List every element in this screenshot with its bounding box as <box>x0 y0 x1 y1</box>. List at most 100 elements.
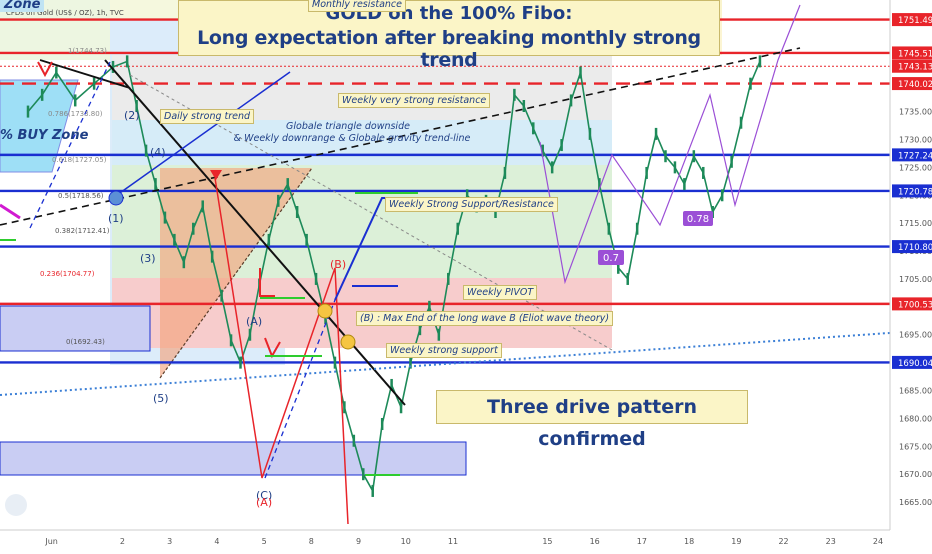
black-short-diagonal <box>39 59 131 89</box>
time-tick-label: Jun <box>44 537 58 546</box>
three-drive-label: Three drive pattern confirmed <box>436 390 748 450</box>
price-tick-label: 1735.00 <box>899 108 932 117</box>
note-weekly-downrange: & Weekly downrange & Globale gravity tre… <box>233 133 471 144</box>
blue-dashed-line-left <box>29 61 111 229</box>
price-level-badge <box>892 77 932 91</box>
price-level-badge <box>892 13 932 27</box>
fib-label-3: 0.618(1727.05) <box>52 156 107 164</box>
price-tick-label: 1670.00 <box>899 470 932 479</box>
time-tick-label: 9 <box>356 537 361 546</box>
price-level-badge <box>892 184 932 198</box>
note-max-end-wave-b: (B) : Max End of the long wave B (Eliot … <box>356 311 614 326</box>
wave-label-1: (1) <box>108 212 124 225</box>
time-tick-label: 8 <box>309 537 314 546</box>
blue-up-channel <box>109 71 291 201</box>
price-level-label: 1700.53 <box>898 300 932 310</box>
blue-zone-mid-left <box>0 305 151 352</box>
time-axis-background <box>0 530 932 550</box>
black-downtrend-line <box>104 59 406 406</box>
time-tick-label: 17 <box>637 537 647 546</box>
price-level-badge <box>892 59 932 73</box>
time-tick-label: 2 <box>120 537 125 546</box>
wave-label-a: (A) <box>246 315 262 328</box>
price-level-label: 1745.51 <box>898 49 932 59</box>
note-weekly-very-strong-resistance: Weekly very strong resistance <box>338 93 491 108</box>
blue-dotted-gravity-line <box>0 329 932 396</box>
note-global-triangle: Globale triangle downside <box>286 121 410 132</box>
price-level-label: 1740.02 <box>898 80 932 90</box>
time-tick-label: 23 <box>826 537 836 546</box>
marker-circle-1 <box>108 190 124 206</box>
black-dashed-trendline <box>0 47 801 226</box>
time-tick-label: 16 <box>590 537 600 546</box>
wave-label-5: (5) <box>153 392 169 405</box>
triangle-hypotenuse <box>159 167 313 379</box>
time-tick-label: 10 <box>401 537 411 546</box>
note-weekly-pivot: Weekly PIVOT <box>463 285 538 300</box>
ratio-badge-bg-2 <box>683 211 713 226</box>
wave-label-3: (3) <box>140 252 156 265</box>
buy-zone-label: % BUY Zone <box>0 128 89 143</box>
time-tick-label: 3 <box>167 537 172 546</box>
price-tick-label: 1680.00 <box>899 414 932 423</box>
time-tick-label: 5 <box>262 537 267 546</box>
time-tick-label: 11 <box>448 537 458 546</box>
tradingview-logo[interactable] <box>5 494 27 516</box>
note-weekly-support-resistance: Weekly Strong Support/Resistance <box>385 197 558 212</box>
marker-circle-3 <box>340 334 356 350</box>
price-tick-label: 1685.00 <box>899 387 932 396</box>
price-tick-label: 1675.00 <box>899 442 932 451</box>
wave-label-4: (4) <box>150 146 166 159</box>
wave-label-2: (2) <box>124 109 140 122</box>
price-tick-label: 1665.00 <box>899 498 932 507</box>
note-weekly-strong-support: Weekly strong support <box>386 343 502 358</box>
time-tick-label: 4 <box>214 537 219 546</box>
purple-three-drive <box>539 4 801 285</box>
title-line-2: Long expectation after breaking monthly … <box>197 27 701 71</box>
red-wave-abc <box>214 177 349 525</box>
price-level-badge <box>892 148 932 162</box>
fib-label-1: 1(1744.73) <box>68 47 107 55</box>
fib-label-2: 0.786(1733.80) <box>48 110 103 118</box>
price-tick-label: 1695.00 <box>899 331 932 340</box>
fib-label-5: 0.382(1712.41) <box>55 227 110 235</box>
price-level-label: 1710.80 <box>898 243 932 253</box>
zone-label-top: Zone <box>0 0 45 12</box>
price-tick-label: 1725.00 <box>899 163 932 172</box>
price-level-label: 1727.24 <box>898 151 932 161</box>
ratio-badge-bg-1 <box>598 250 624 265</box>
time-tick-label: 18 <box>684 537 694 546</box>
title-line-1: GOLD on the 100% Fibo: <box>325 3 573 24</box>
price-level-label: 1751.49 <box>898 16 932 26</box>
marker-circle-2 <box>317 303 333 319</box>
time-axis: Jun 2 3 4 5 8 9 10 11 15 16 17 18 19 22 23 24 <box>0 529 932 550</box>
blue-zone-bottom <box>0 441 467 476</box>
symbol-info: CFDs on Gold (US$ / OZ), 1h, TVC <box>6 9 124 17</box>
magenta-line <box>0 203 21 220</box>
price-level-badge <box>892 46 932 60</box>
price-tick-label: 1730.00 <box>899 135 932 144</box>
note-monthly-resistance: Monthly resistance <box>308 0 406 12</box>
fib-zone-blue <box>112 120 612 165</box>
blue-dashed-line-c <box>264 299 336 479</box>
price-level-badge <box>892 297 932 311</box>
ratio-badge-2: 0.78 <box>687 214 709 225</box>
price-level-label: 1690.04 <box>898 359 932 369</box>
time-tick-label: 22 <box>778 537 788 546</box>
ratio-badge-1: 0.7 <box>603 253 619 264</box>
price-axis-background <box>890 0 932 550</box>
title-box: GOLD on the 100% Fibo: Long expectation … <box>178 0 720 71</box>
price-axis: 1665.00 1670.00 1675.00 1680.00 1685.00 1690.… <box>889 0 932 550</box>
time-tick-label: 24 <box>873 537 883 546</box>
wave-label-c: (C) <box>256 489 272 502</box>
price-tick-label: 1705.00 <box>899 275 932 284</box>
price-level-label: 1743.13 <box>898 63 932 73</box>
time-tick-label: 19 <box>731 537 741 546</box>
red-arrow-top <box>37 61 53 78</box>
red-arrow-1 <box>259 268 275 297</box>
time-tick-label: 15 <box>542 537 552 546</box>
fib-label-7: 0(1692.43) <box>66 338 105 346</box>
fib-label-6: 0.236(1704.77) <box>40 270 95 278</box>
